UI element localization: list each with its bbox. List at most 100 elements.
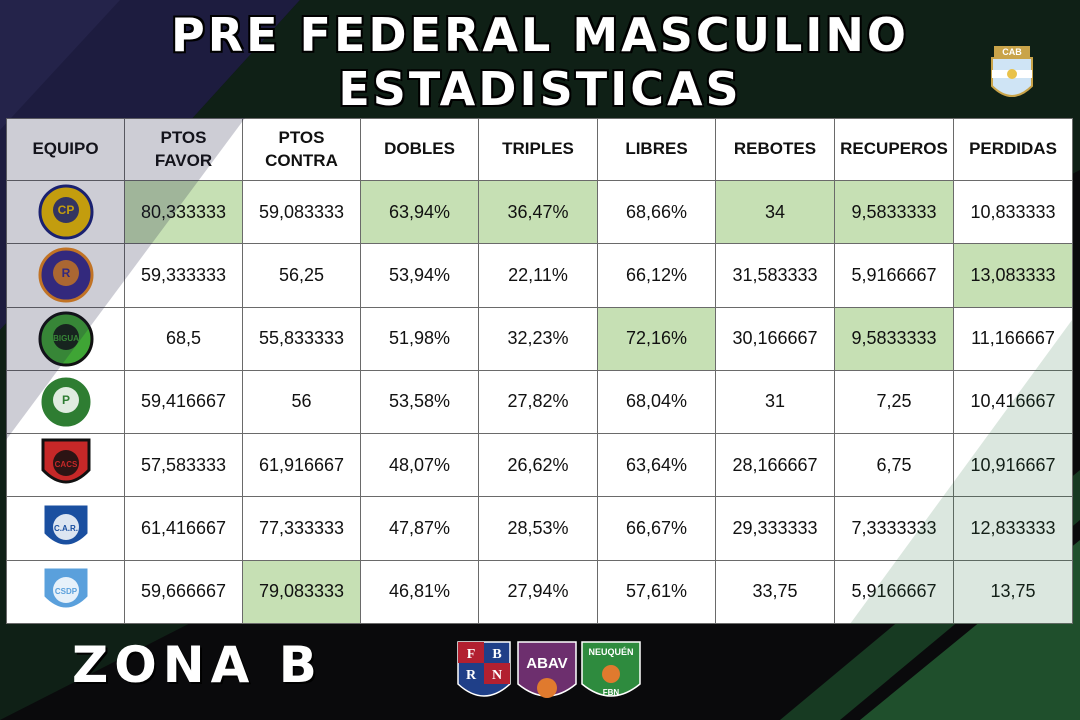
- cell-libres: 68,04%: [597, 369, 716, 435]
- cell-perdidas: 11,166667: [953, 306, 1073, 371]
- club-general-roca-logo: R: [38, 247, 93, 303]
- header-recuperos: RECUPEROS: [834, 118, 954, 181]
- team-logo-text: CACS: [54, 460, 77, 469]
- abav-text: ABAV: [526, 655, 567, 672]
- cell-triples: 27,94%: [478, 559, 598, 625]
- table-row: CACS 57,583333 61,916667 48,07% 26,62% 63,64%…: [6, 433, 1073, 498]
- team-logo-text: P: [61, 393, 69, 407]
- cell-ptos-favor: 59,416667: [124, 369, 243, 435]
- cell-recuperos: 6,75: [834, 433, 954, 498]
- cell-libres: 72,16%: [597, 306, 716, 371]
- cell-triples: 22,11%: [478, 243, 598, 308]
- cell-rebotes: 28,166667: [715, 433, 835, 498]
- cacs-logo: CACS: [41, 438, 90, 484]
- team-cell: CP: [6, 179, 125, 245]
- cell-rebotes: 33,75: [715, 559, 835, 625]
- cell-ptos-contra: 77,333333: [242, 496, 361, 561]
- subtitle: ESTADISTICAS: [338, 62, 742, 116]
- team-cell: BIGUA: [6, 306, 125, 371]
- cell-triples: 26,62%: [478, 433, 598, 498]
- header-ptos-favor: PTOS FAVOR: [124, 118, 243, 181]
- cell-ptos-contra: 55,833333: [242, 306, 361, 371]
- cell-dobles: 48,07%: [360, 433, 479, 498]
- cell-ptos-favor: 59,666667: [124, 559, 243, 625]
- header-row: EQUIPO PTOS FAVOR PTOS CONTRA DOBLES TRIPL…: [6, 118, 1073, 181]
- table-row: C.A.R. 61,416667 77,333333 47,87% 28,53% 66,6…: [6, 496, 1073, 561]
- cell-libres: 66,12%: [597, 243, 716, 308]
- cell-rebotes: 29,333333: [715, 496, 835, 561]
- cell-triples: 28,53%: [478, 496, 598, 561]
- table-row: CP 80,333333 59,083333 63,94% 36,47% 68,66% 34…: [6, 179, 1073, 245]
- sponsor-logos: F B R N ABAV NEUQUÉN FBN: [457, 641, 641, 698]
- team-cell: CSDP: [6, 559, 125, 625]
- team-cell: C.A.R.: [6, 496, 125, 561]
- cell-recuperos: 7,25: [834, 369, 954, 435]
- abav-logo: ABAV: [517, 641, 577, 698]
- fbrn-letter-n: N: [492, 668, 502, 683]
- cell-triples: 36,47%: [478, 179, 598, 245]
- cell-rebotes: 31: [715, 369, 835, 435]
- zona-label: ZONA B: [72, 636, 323, 694]
- cab-logo: CAB: [991, 46, 1033, 97]
- cell-recuperos: 5,9166667: [834, 559, 954, 625]
- cell-perdidas: 13,75: [953, 559, 1073, 625]
- cell-recuperos: 5,9166667: [834, 243, 954, 308]
- table-row: P 59,416667 56 53,58% 27,82% 68,04% 31 7,25 10,4…: [6, 369, 1073, 435]
- main-title: PRE FEDERAL MASCULINO: [170, 8, 910, 62]
- club-p-logo: P: [38, 374, 93, 430]
- cell-dobles: 53,94%: [360, 243, 479, 308]
- header-rebotes: REBOTES: [715, 118, 835, 181]
- cell-ptos-contra: 61,916667: [242, 433, 361, 498]
- fbrn-letter-r: R: [466, 668, 477, 683]
- cell-dobles: 53,58%: [360, 369, 479, 435]
- cell-recuperos: 9,5833333: [834, 306, 954, 371]
- team-logo-text: BIGUA: [53, 334, 79, 343]
- cell-perdidas: 10,833333: [953, 179, 1073, 245]
- cell-libres: 63,64%: [597, 433, 716, 498]
- cell-ptos-contra: 79,083333: [242, 559, 361, 625]
- cell-libres: 57,61%: [597, 559, 716, 625]
- header-triples: TRIPLES: [478, 118, 598, 181]
- cell-ptos-favor: 80,333333: [124, 179, 243, 245]
- cell-perdidas: 12,833333: [953, 496, 1073, 561]
- cell-perdidas: 13,083333: [953, 243, 1073, 308]
- table-row: BIGUA 68,5 55,833333 51,98% 32,23% 72,16% 30,1…: [6, 306, 1073, 371]
- team-logo-text: R: [61, 266, 70, 280]
- team-logo-text: C.A.R.: [54, 524, 78, 533]
- cell-rebotes: 30,166667: [715, 306, 835, 371]
- stats-table: EQUIPO PTOS FAVOR PTOS CONTRA DOBLES TRIPL…: [6, 118, 1073, 625]
- fbrn-logo: F B R N: [457, 641, 511, 697]
- cell-recuperos: 7,3333333: [834, 496, 954, 561]
- cell-triples: 27,82%: [478, 369, 598, 435]
- header-libres: LIBRES: [597, 118, 716, 181]
- team-logo-text: CSDP: [54, 587, 77, 596]
- cell-ptos-favor: 68,5: [124, 306, 243, 371]
- cell-dobles: 47,87%: [360, 496, 479, 561]
- team-logo-text: CP: [57, 203, 74, 217]
- cell-dobles: 51,98%: [360, 306, 479, 371]
- fbrn-letter-b: B: [492, 647, 501, 662]
- cell-ptos-favor: 59,333333: [124, 243, 243, 308]
- table-row: CSDP 59,666667 79,083333 46,81% 27,94% 57,61%…: [6, 559, 1073, 625]
- cell-recuperos: 9,5833333: [834, 179, 954, 245]
- cell-ptos-favor: 57,583333: [124, 433, 243, 498]
- cell-ptos-contra: 59,083333: [242, 179, 361, 245]
- bigua-logo: BIGUA: [38, 311, 93, 367]
- cell-ptos-contra: 56,25: [242, 243, 361, 308]
- cab-logo-text: CAB: [1002, 47, 1022, 57]
- table-row: R 59,333333 56,25 53,94% 22,11% 66,12% 31,5833…: [6, 243, 1073, 308]
- fbrn-letter-f: F: [467, 647, 476, 662]
- csdp-logo: CSDP: [41, 565, 90, 611]
- header-perdidas: PERDIDAS: [953, 118, 1073, 181]
- neuquen-logo: NEUQUÉN FBN: [581, 641, 641, 697]
- cell-libres: 68,66%: [597, 179, 716, 245]
- cell-triples: 32,23%: [478, 306, 598, 371]
- club-del-progreso-logo: CP: [38, 184, 93, 240]
- team-cell: CACS: [6, 433, 125, 498]
- header-equipo: EQUIPO: [6, 118, 125, 181]
- cell-perdidas: 10,416667: [953, 369, 1073, 435]
- neuquen-text: NEUQUÉN: [588, 647, 633, 657]
- header-ptos-contra: PTOS CONTRA: [242, 118, 361, 181]
- cell-perdidas: 10,916667: [953, 433, 1073, 498]
